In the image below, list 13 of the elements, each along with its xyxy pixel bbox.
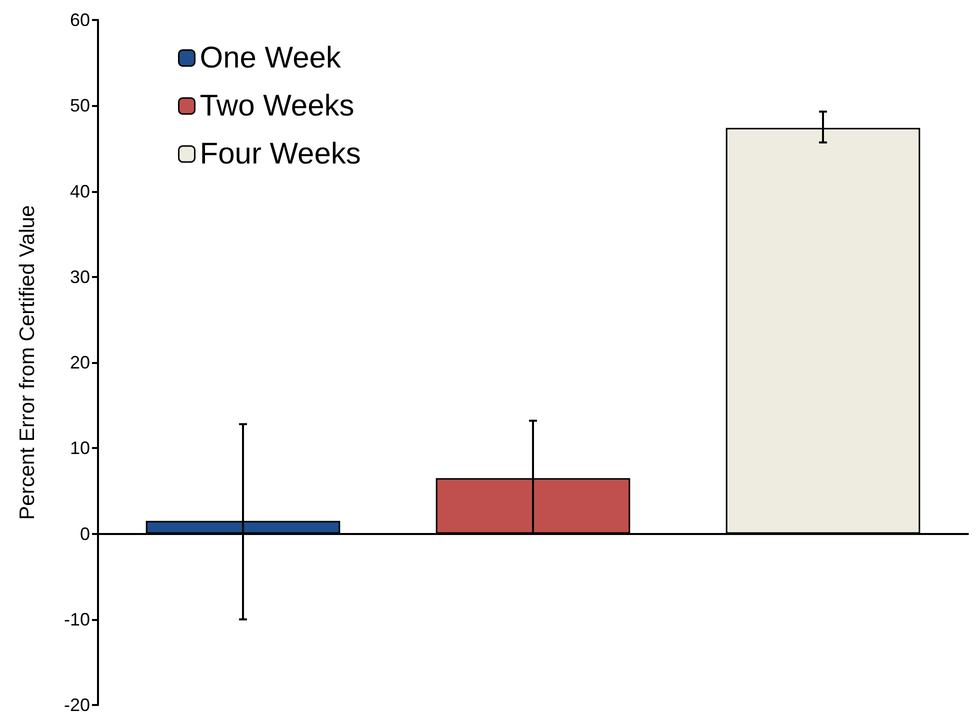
y-tick-label: 40 — [70, 181, 90, 202]
y-axis-title: Percent Error from Certified Value — [16, 205, 39, 520]
y-tick-label: 60 — [70, 10, 90, 30]
legend-label: Two Weeks — [200, 90, 354, 122]
y-tick-label: 0 — [80, 524, 90, 544]
y-tick-label: 10 — [70, 438, 90, 458]
y-tick-label: -20 — [64, 695, 90, 715]
y-tick-label: 30 — [70, 266, 90, 287]
y-tick-label: 20 — [70, 352, 90, 372]
legend-label: Four Weeks — [200, 138, 361, 170]
legend-label: One Week — [200, 42, 342, 74]
y-tick-label: -10 — [64, 609, 90, 630]
y-tick-label: 50 — [70, 96, 90, 116]
